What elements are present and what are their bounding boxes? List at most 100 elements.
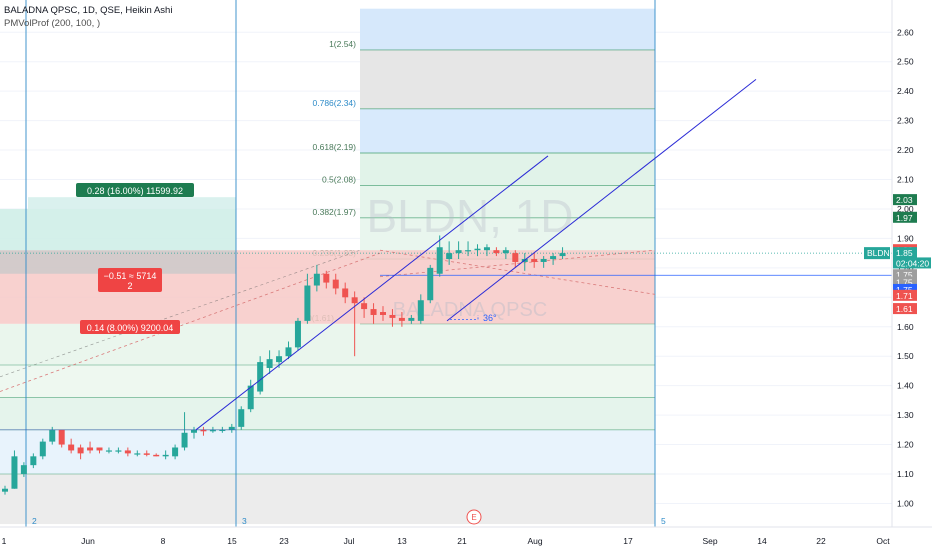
price-badge-text: 1.97 <box>896 213 913 223</box>
price-badge: 1.75 <box>893 276 917 288</box>
price-badge: 1.61 <box>893 303 917 315</box>
candle-body <box>398 317 405 321</box>
price-tick-label: 2.10 <box>897 175 914 185</box>
candle-body <box>446 253 453 260</box>
time-tick-label: Aug <box>527 536 542 546</box>
event-letter: E <box>471 513 476 522</box>
candle-body <box>115 450 122 452</box>
measure-down-label-text: 2 <box>127 281 132 291</box>
candle-body <box>285 347 292 357</box>
price-badge-text: 1.71 <box>896 291 913 301</box>
price-tick-label: 1.50 <box>897 351 914 361</box>
candle-body <box>162 454 169 457</box>
price-tick-label: 1.10 <box>897 469 914 479</box>
candle-body <box>389 314 396 318</box>
time-tick-label: Oct <box>876 536 890 546</box>
price-badge-bg <box>893 247 917 259</box>
candle-body <box>531 259 538 262</box>
candle-body <box>39 441 46 457</box>
measure-pct-label: 0.14 (8.00%) 9200.04 <box>80 320 180 334</box>
dashed-line <box>379 249 656 295</box>
time-tick-label: 23 <box>279 536 289 546</box>
symbol-tag-text: BLDN <box>867 248 890 258</box>
watermark-name: BALADNA QPSC <box>393 299 548 321</box>
measure-box-gray <box>0 250 236 274</box>
candle-body <box>105 450 112 452</box>
price-tick-label: 2.60 <box>897 27 914 37</box>
candle-body <box>370 309 377 315</box>
time-tick-label: 13 <box>397 536 407 546</box>
price-tick-label: 2.40 <box>897 86 914 96</box>
price-tick-label: 2.00 <box>897 204 914 214</box>
price-badge-text: 1.85 <box>896 248 913 258</box>
cycle-label: 2 <box>32 516 37 526</box>
candle-body <box>408 317 415 321</box>
price-badge-bg <box>893 289 917 301</box>
measure-box-up <box>0 208 236 251</box>
price-badge-bg <box>893 303 917 315</box>
candle-body <box>49 429 56 442</box>
candle-body <box>20 465 27 474</box>
price-badge-text: 2.03 <box>896 195 913 205</box>
price-badge: 1.75 <box>893 269 917 281</box>
candle-body <box>134 453 141 455</box>
trendline <box>446 78 757 322</box>
time-tick-label: Jun <box>81 536 95 546</box>
price-badge-bg <box>893 283 917 295</box>
candle-body <box>153 454 160 457</box>
measure-up-label: 0.28 (16.00%) 11599.92 <box>76 183 194 197</box>
time-axis <box>0 527 932 550</box>
candle-body <box>11 456 18 489</box>
price-badge-bg <box>893 194 917 206</box>
cycle-label: 5 <box>661 516 666 526</box>
candle-body <box>332 279 339 289</box>
measure-box-up-top <box>28 197 236 209</box>
measure-down-label-text: −0.51 ≈ 5714 <box>104 271 157 281</box>
candle-body <box>276 356 283 363</box>
angle-arc <box>450 314 479 320</box>
price-badge-text: 1.75 <box>896 270 913 280</box>
candle-body <box>502 250 509 254</box>
trendline <box>195 155 549 431</box>
candle-body <box>172 447 179 457</box>
indicator-label[interactable]: PMVolProf (200, 100, ) <box>4 18 101 29</box>
price-badge: 1.71 <box>893 289 917 301</box>
fib-zone <box>360 108 655 153</box>
measure-up-label-text: 0.28 (16.00%) 11599.92 <box>87 186 183 196</box>
measure-pct-label-text: 0.14 (8.00%) 9200.04 <box>87 323 174 333</box>
symbol-title[interactable]: BALADNA QPSC, 1D, QSE, Heikin Ashi <box>4 5 173 16</box>
candle-body <box>427 267 434 301</box>
candle-body <box>87 447 94 451</box>
cycle-label: 3 <box>242 516 247 526</box>
chart-legend: BALADNA QPSC, 1D, QSE, Heikin Ashi PMVol… <box>4 4 172 30</box>
price-tick-label: 1.90 <box>897 233 914 243</box>
candle-body <box>181 432 188 448</box>
time-tick-label: 1 <box>2 536 7 546</box>
candle-body <box>209 429 216 432</box>
candle-body <box>124 450 131 454</box>
candle-body <box>540 259 547 262</box>
price-badge: 1.85 <box>893 247 917 259</box>
candle-body <box>30 456 37 466</box>
candle-body <box>238 409 245 427</box>
measure-pct-label-bg <box>80 320 180 334</box>
fib-level-label: 0.382(1.97) <box>313 207 357 217</box>
measure-down-label-bg <box>98 268 162 292</box>
price-badge-text: 1.75 <box>896 278 913 288</box>
fib-zone-ext <box>0 429 655 474</box>
price-tick-label: 1.30 <box>897 410 914 420</box>
candle-body <box>483 247 490 251</box>
candle-body <box>219 429 226 432</box>
price-badge-text: 1.61 <box>896 304 913 314</box>
fib-zone-ext <box>0 474 655 525</box>
candle-body <box>342 288 349 298</box>
candles <box>2 235 566 495</box>
fib-level-label: 0.618(2.19) <box>313 142 357 152</box>
measure-up-label-bg <box>76 183 194 197</box>
fib-zone <box>360 8 655 50</box>
candle-body <box>96 447 103 451</box>
event-circle <box>466 509 482 525</box>
candle-body <box>512 253 519 262</box>
